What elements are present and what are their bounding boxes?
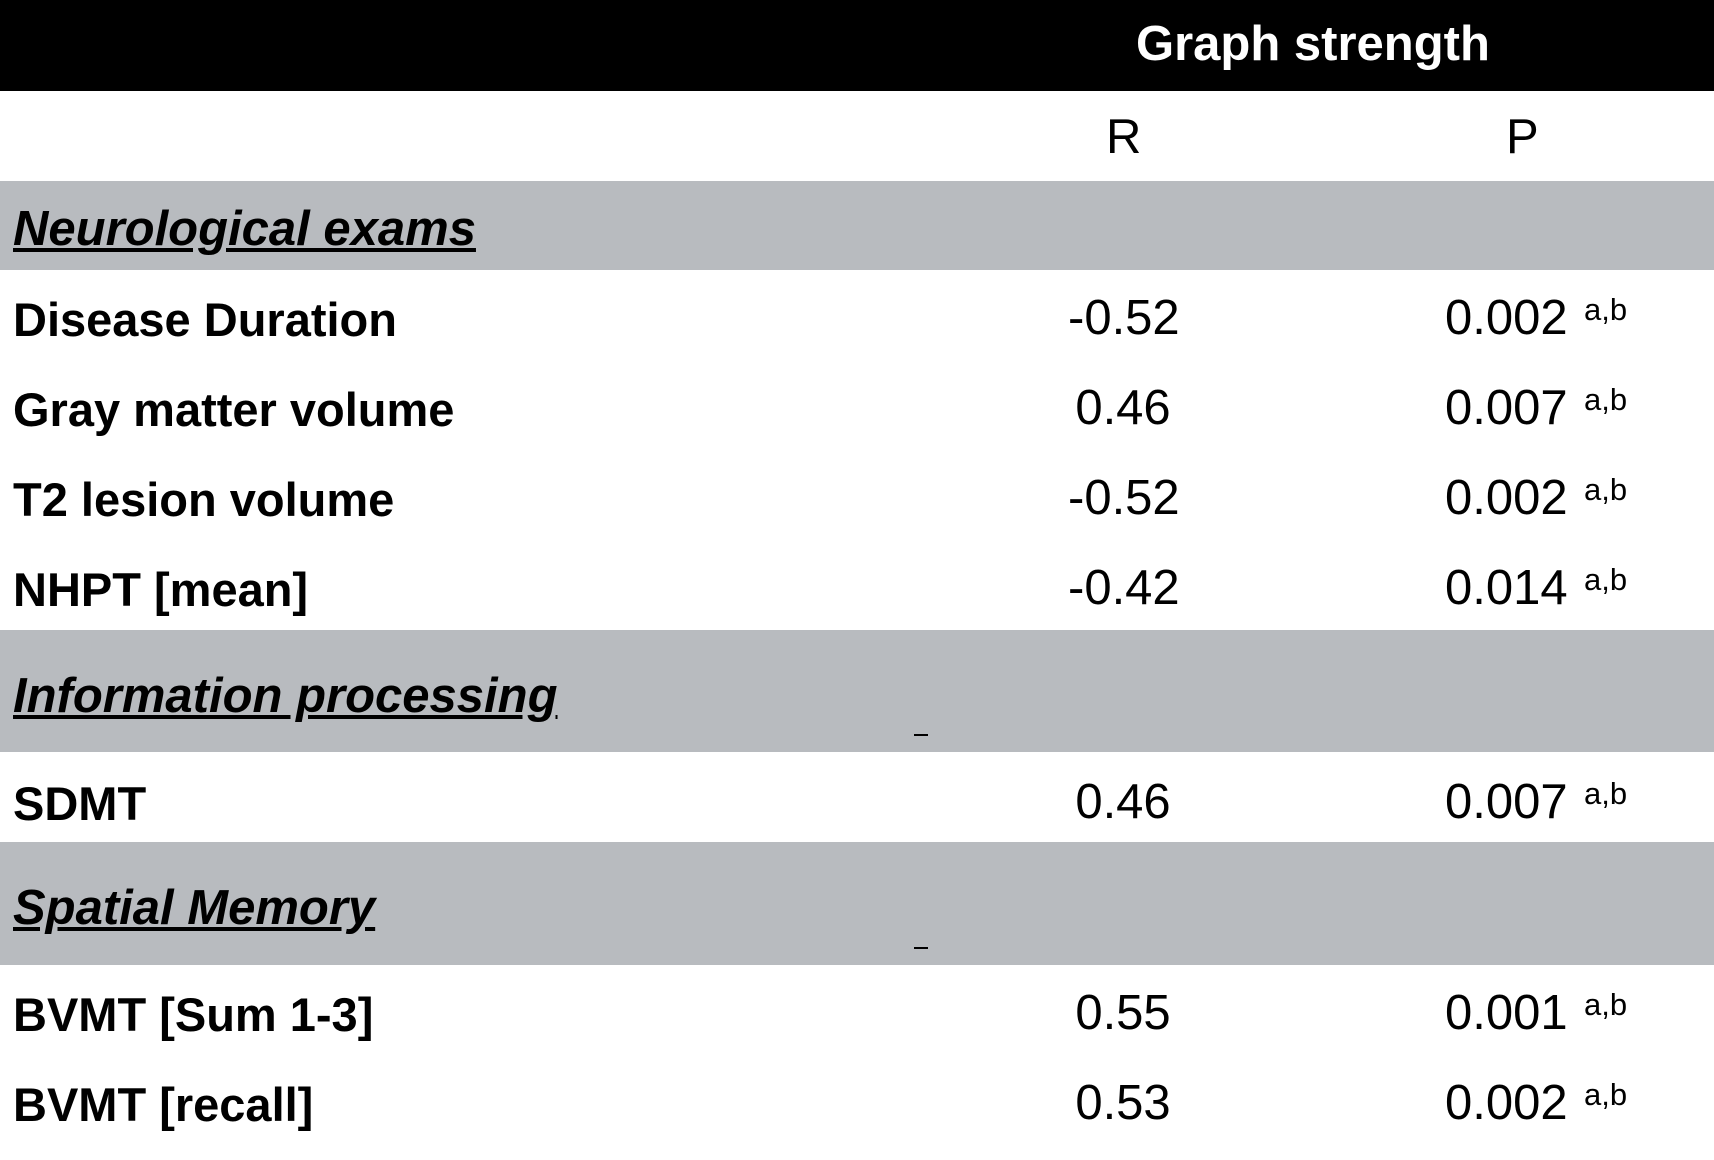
p-value: 0.002	[1445, 471, 1568, 525]
column-header-row: R P	[0, 91, 1714, 181]
column-header-r: R	[1106, 110, 1142, 164]
section-title: Information processing	[13, 669, 558, 723]
row-label: BVMT [recall]	[13, 1078, 314, 1131]
row-label: T2 lesion volume	[13, 473, 395, 526]
row-label: BVMT [Sum 1-3]	[13, 988, 374, 1041]
column-header-p: P	[1506, 110, 1539, 164]
r-value: 0.46	[1075, 381, 1171, 435]
p-value: 0.002	[1445, 291, 1568, 345]
r-value: 0.46	[1075, 775, 1171, 829]
section-title: Neurological exams	[13, 202, 476, 256]
p-value: 0.001	[1445, 986, 1568, 1040]
p-superscript: a,b	[1584, 987, 1628, 1022]
p-value: 0.014	[1445, 561, 1568, 615]
table-row: SDMT 0.46 0.007 a,b	[0, 752, 1714, 842]
table-row: BVMT [Sum 1-3] 0.55 0.001 a,b	[0, 965, 1714, 1055]
p-superscript: a,b	[1584, 292, 1628, 327]
p-superscript: a,b	[1584, 1077, 1628, 1112]
table-row: NHPT [mean] -0.42 0.014 a,b	[0, 540, 1714, 630]
row-label: NHPT [mean]	[13, 563, 309, 616]
table-row: Disease Duration -0.52 0.002 a,b	[0, 270, 1714, 360]
row-label: Gray matter volume	[13, 383, 455, 436]
dash-mark	[914, 947, 928, 949]
p-superscript: a,b	[1584, 382, 1628, 417]
r-value: -0.52	[1068, 471, 1180, 525]
r-value: 0.55	[1075, 986, 1171, 1040]
dash-mark	[914, 734, 928, 736]
p-value: 0.007	[1445, 775, 1568, 829]
p-superscript: a,b	[1584, 562, 1628, 597]
p-superscript: a,b	[1584, 472, 1628, 507]
r-value: -0.52	[1068, 291, 1180, 345]
graph-strength-title: Graph strength	[1136, 17, 1490, 71]
table-row: Gray matter volume 0.46 0.007 a,b	[0, 360, 1714, 450]
table-row: T2 lesion volume -0.52 0.002 a,b	[0, 450, 1714, 540]
r-value: 0.53	[1075, 1076, 1171, 1130]
table-header-bar: Graph strength	[0, 0, 1714, 91]
table-row: BVMT [recall] 0.53 0.002 a,b	[0, 1055, 1714, 1155]
section-title: Spatial Memory	[13, 881, 376, 935]
section-information-processing: Information processing	[0, 630, 1714, 752]
p-value: 0.002	[1445, 1076, 1568, 1130]
row-label: Disease Duration	[13, 293, 397, 346]
row-label: SDMT	[13, 777, 147, 830]
r-value: -0.42	[1068, 561, 1180, 615]
p-superscript: a,b	[1584, 776, 1628, 811]
section-neurological-exams: Neurological exams	[0, 181, 1714, 270]
p-value: 0.007	[1445, 381, 1568, 435]
section-spatial-memory: Spatial Memory	[0, 842, 1714, 965]
